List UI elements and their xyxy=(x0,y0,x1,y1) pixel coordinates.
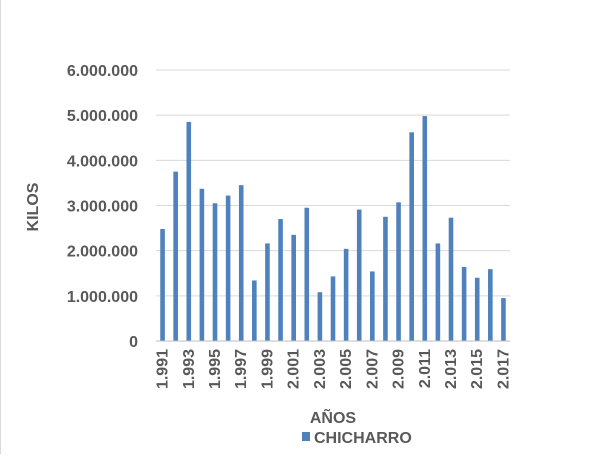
bar xyxy=(212,203,218,341)
x-tick-label: 1.993 xyxy=(181,349,198,389)
bar xyxy=(501,298,506,341)
y-tick-label: 1.000.000 xyxy=(67,289,138,306)
bars xyxy=(160,116,506,341)
bar xyxy=(409,132,414,341)
bar xyxy=(448,217,454,341)
y-tick-label: 4.000.000 xyxy=(67,153,138,170)
bar xyxy=(304,207,310,341)
x-tick-label: 1.997 xyxy=(233,349,250,389)
x-tick-label: 2.009 xyxy=(391,349,408,389)
legend-swatch xyxy=(302,432,310,441)
bar xyxy=(265,243,270,341)
bar xyxy=(461,266,467,341)
x-tick-label: 2.011 xyxy=(417,349,434,388)
bar xyxy=(186,121,192,341)
y-tick-label: 3.000.000 xyxy=(67,199,138,216)
bar xyxy=(291,234,296,341)
bar xyxy=(422,116,428,341)
bar xyxy=(252,280,257,341)
x-tick-label: 2.017 xyxy=(495,349,512,389)
bar xyxy=(278,219,283,341)
bar xyxy=(383,216,388,341)
y-tick-labels: 0 1.000.000 2.000.000 3.000.000 4.000.000 5.0… xyxy=(67,63,138,351)
bar xyxy=(356,209,362,341)
bar xyxy=(435,243,441,341)
y-tick-label: 2.000.000 xyxy=(67,244,138,261)
x-tick-label: 2.003 xyxy=(312,349,329,389)
bar xyxy=(396,202,401,341)
left-border xyxy=(0,0,1,454)
bar xyxy=(199,188,205,341)
x-tick-label: 1.999 xyxy=(259,349,276,389)
x-tick-label: 2.007 xyxy=(364,349,381,389)
x-tick-label: 2.001 xyxy=(286,349,303,389)
y-tick-label: 0 xyxy=(129,334,138,351)
x-tick-label: 2.013 xyxy=(443,349,460,389)
y-tick-label: 5.000.000 xyxy=(67,108,138,125)
legend-label: CHICHARRO xyxy=(314,430,412,447)
bar xyxy=(330,276,336,341)
y-tick-label: 6.000.000 xyxy=(67,63,138,80)
x-tick-label: 1.995 xyxy=(207,349,224,389)
x-tick-label: 2.005 xyxy=(338,349,355,389)
x-axis-label: AÑOS xyxy=(310,407,357,427)
bar xyxy=(160,228,165,341)
bar xyxy=(173,171,178,341)
bar xyxy=(238,185,244,341)
y-axis-label: KILOS xyxy=(25,182,42,231)
bar xyxy=(488,269,493,341)
x-tick-label: 1.991 xyxy=(155,349,172,389)
gridlines xyxy=(156,69,510,297)
bar xyxy=(343,248,349,341)
legend: CHICHARRO xyxy=(302,430,412,447)
x-tick-label: 2.015 xyxy=(469,349,486,389)
x-tick-labels: 1.991 1.993 1.995 1.997 1.999 2.001 2.003 2.005… xyxy=(155,349,513,389)
bar xyxy=(474,277,480,341)
bar xyxy=(370,271,375,341)
bar xyxy=(225,195,231,341)
bar xyxy=(317,292,323,341)
